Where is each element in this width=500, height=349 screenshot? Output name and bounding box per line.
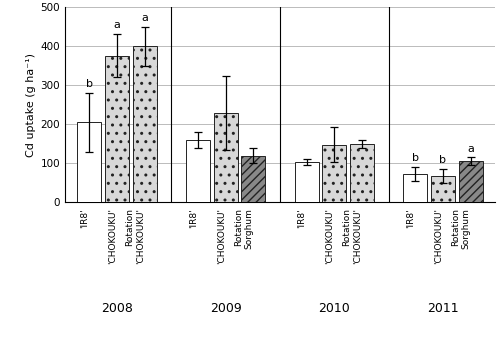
Bar bbox=[214, 113, 238, 202]
Text: 2010: 2010 bbox=[318, 303, 350, 315]
Bar bbox=[403, 174, 427, 202]
Bar bbox=[294, 162, 318, 202]
Bar bbox=[431, 176, 455, 202]
Bar bbox=[458, 161, 482, 202]
Text: 'IR8': 'IR8' bbox=[298, 208, 306, 228]
Bar bbox=[186, 140, 210, 202]
Bar bbox=[242, 156, 266, 202]
Text: b: b bbox=[86, 79, 93, 89]
Bar bbox=[133, 46, 157, 202]
Text: 'CHOKOUKU': 'CHOKOUKU' bbox=[326, 208, 334, 264]
Text: 'CHOKOUKU': 'CHOKOUKU' bbox=[434, 208, 443, 264]
Text: Rotation
'CHOKOUKU': Rotation 'CHOKOUKU' bbox=[126, 208, 145, 264]
Bar bbox=[105, 56, 129, 202]
Bar bbox=[78, 122, 102, 202]
Text: 2009: 2009 bbox=[210, 303, 242, 315]
Text: Rotation
'CHOKOUKU': Rotation 'CHOKOUKU' bbox=[342, 208, 362, 264]
Text: a: a bbox=[114, 21, 120, 30]
Text: 'IR8': 'IR8' bbox=[80, 208, 90, 228]
Text: Rotation
Sorghum: Rotation Sorghum bbox=[234, 208, 254, 249]
Text: b: b bbox=[412, 153, 418, 163]
Bar bbox=[350, 144, 374, 202]
Text: b: b bbox=[440, 155, 446, 165]
Text: Rotation
Sorghum: Rotation Sorghum bbox=[451, 208, 470, 249]
Y-axis label: Cd uptake (g ha⁻¹): Cd uptake (g ha⁻¹) bbox=[26, 53, 36, 157]
Text: 'CHOKOUKU': 'CHOKOUKU' bbox=[216, 208, 226, 264]
Text: 'CHOKOUKU': 'CHOKOUKU' bbox=[108, 208, 117, 264]
Text: a: a bbox=[142, 13, 148, 23]
Text: 'IR8': 'IR8' bbox=[406, 208, 415, 228]
Text: 2011: 2011 bbox=[427, 303, 458, 315]
Text: a: a bbox=[467, 143, 474, 154]
Bar bbox=[322, 144, 346, 202]
Text: 'IR8': 'IR8' bbox=[189, 208, 198, 228]
Text: 2008: 2008 bbox=[101, 303, 133, 315]
